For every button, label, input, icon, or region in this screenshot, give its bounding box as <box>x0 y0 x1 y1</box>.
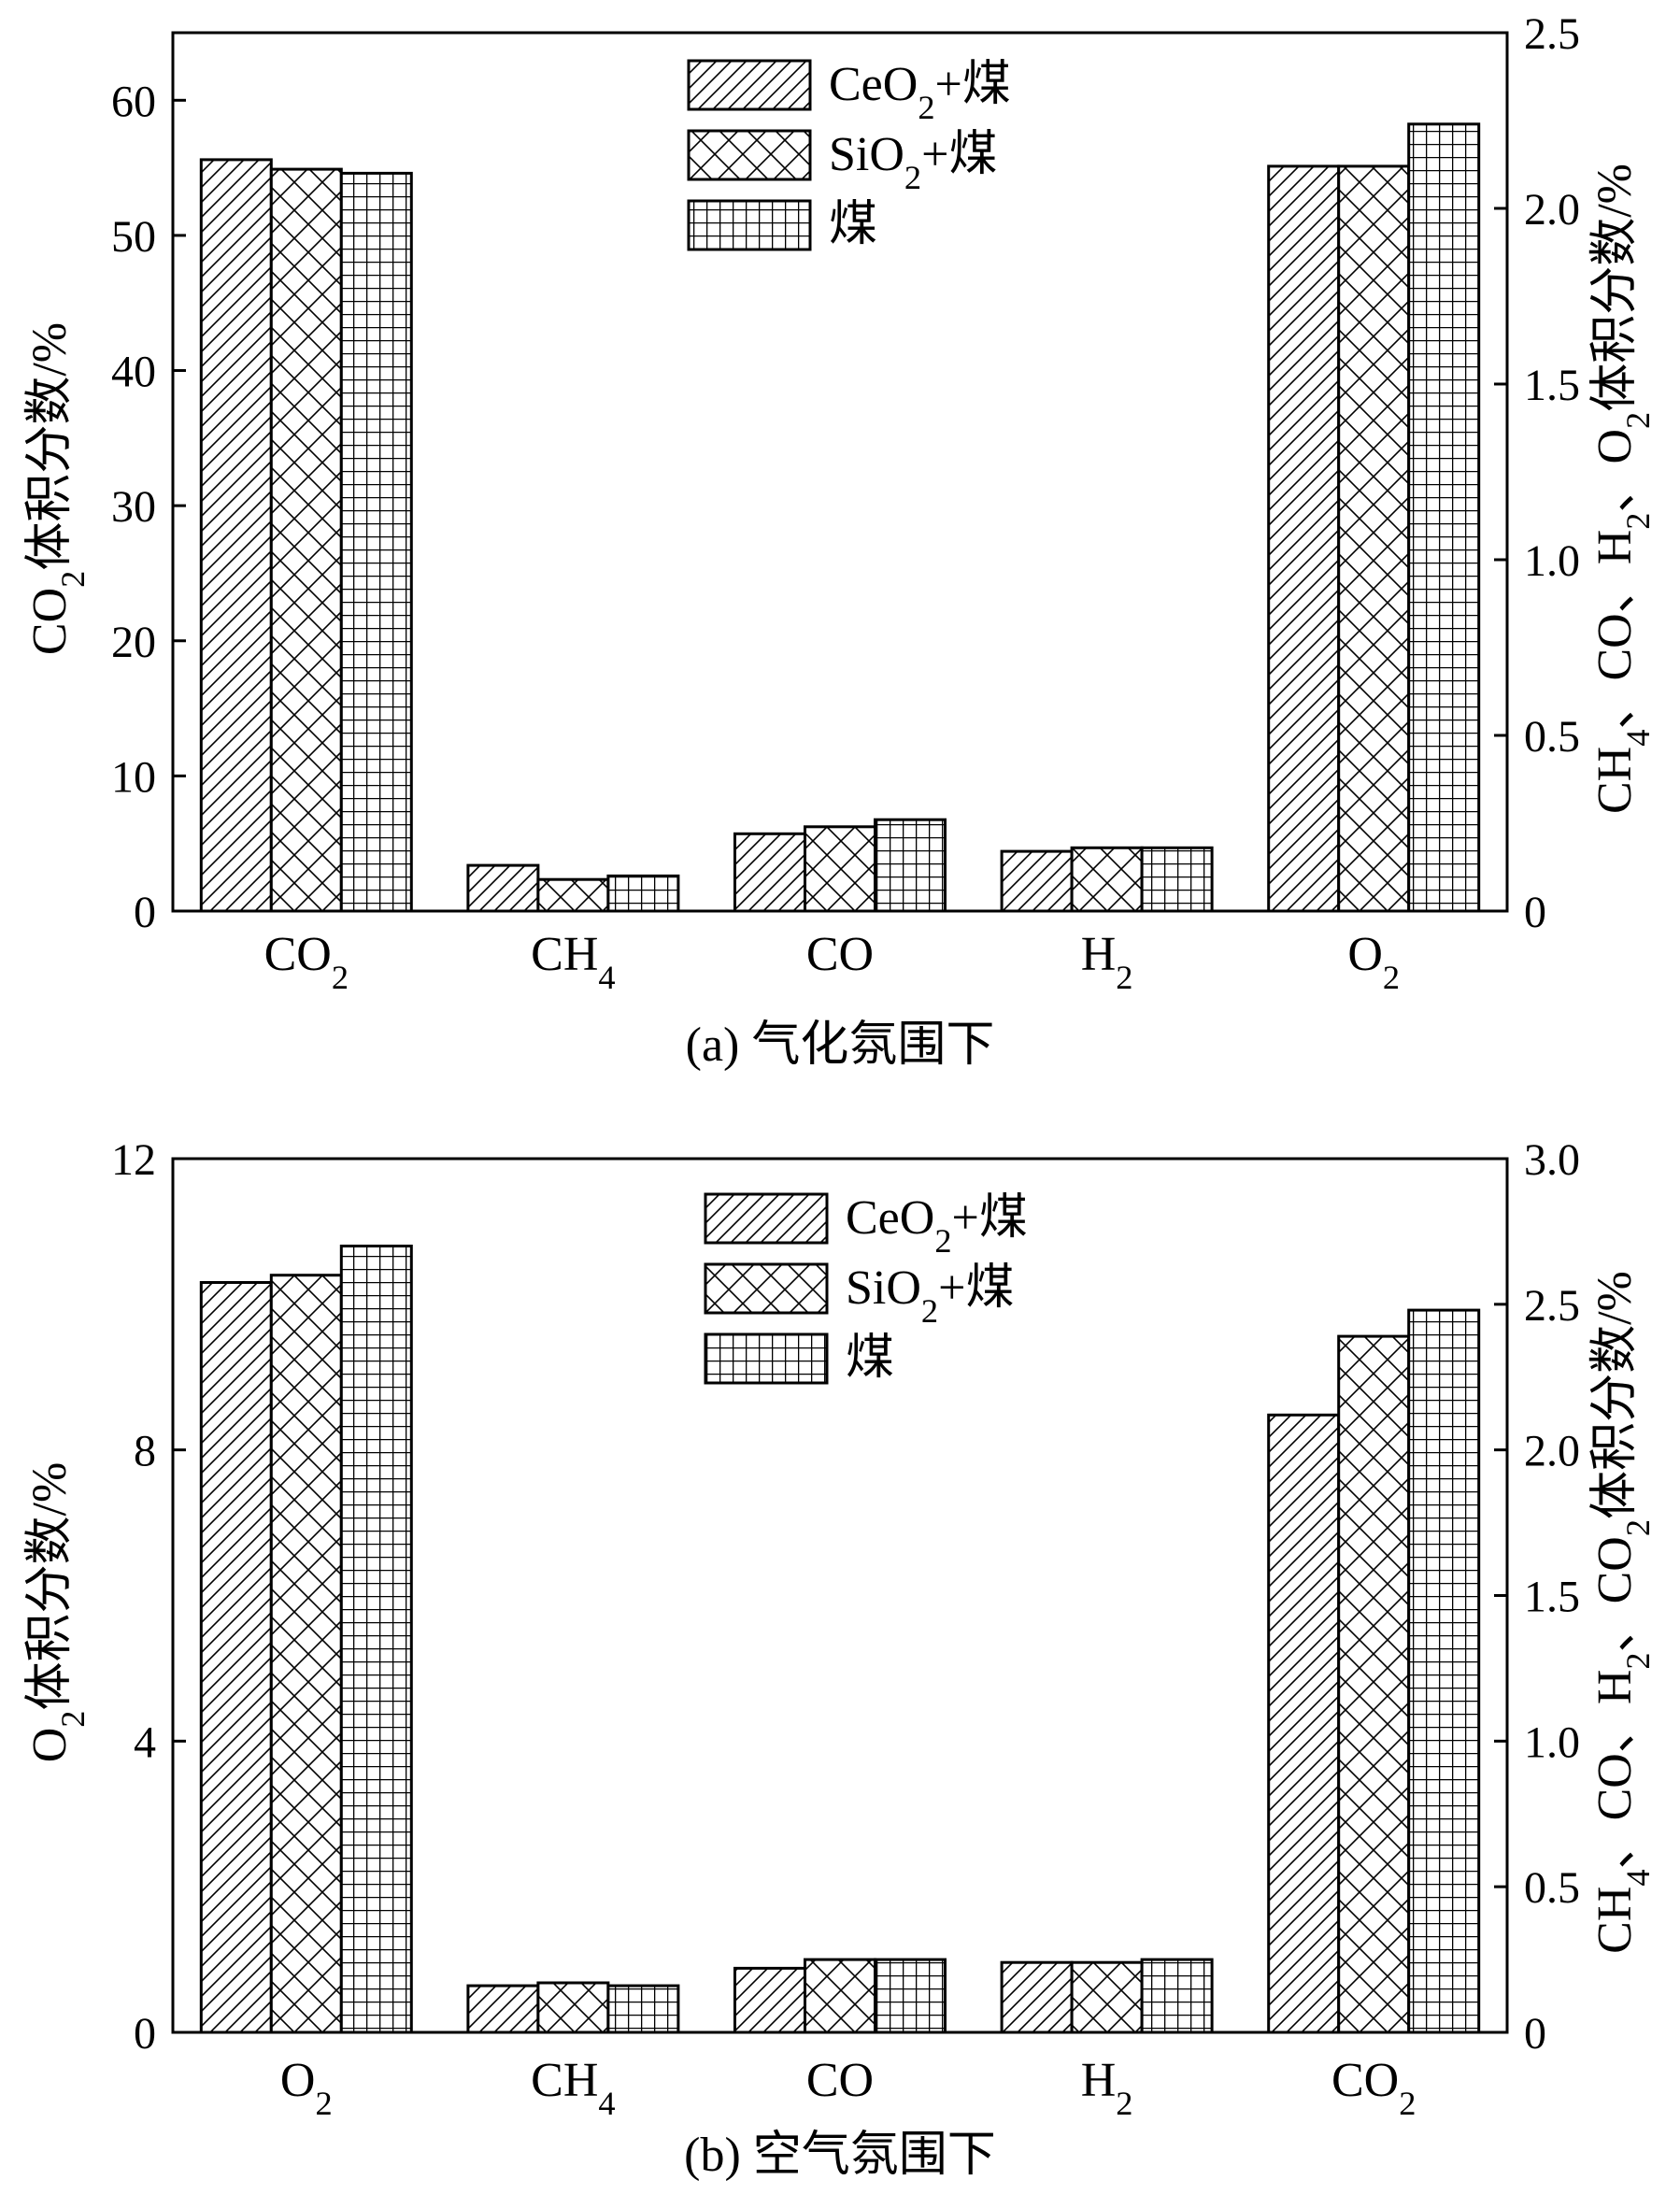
left-axis-label-a: CO2体积分数/% <box>23 322 92 655</box>
right-tick-label-a-2: 1.0 <box>1524 536 1580 586</box>
bar-a-H2-series-2 <box>1140 846 1214 913</box>
plot-frame-a <box>171 31 1509 913</box>
left-tick-label-b-0: 0 <box>134 2009 156 2059</box>
category-label-H2: H2 <box>1081 928 1133 996</box>
category-label-CO: CO <box>806 2054 874 2107</box>
legend-label-b-0: CeO2+煤 <box>846 1191 1028 1260</box>
left-tick-label-a-2: 20 <box>111 618 156 667</box>
bar-a-CH4-series-1 <box>536 877 610 913</box>
bar-a-CO-series-0 <box>733 832 806 913</box>
caption-b: (b) 空气氛围下 <box>684 2129 996 2182</box>
left-tick-label-b-2: 8 <box>134 1427 156 1476</box>
right-tick-label-a-0: 0 <box>1524 888 1546 937</box>
bar-b-CO-series-1 <box>804 1958 876 2034</box>
legend-swatch-b-1 <box>704 1262 829 1315</box>
category-label-H2: H2 <box>1081 2054 1133 2122</box>
chart-a-gasification: CO2 CH4 CO H2 O2 0 10 20 30 40 50 60 0 0.5 1.0 1.5 2.0 2.… <box>23 9 1657 1072</box>
left-tick-label-b-1: 4 <box>134 1717 156 1767</box>
right-tick-label-b-6: 3.0 <box>1524 1135 1580 1185</box>
left-tick-label-a-4: 40 <box>111 348 156 397</box>
bar-a-H2-series-0 <box>1000 849 1074 913</box>
legend-label-a-0: CeO2+煤 <box>829 58 1011 126</box>
legend-swatch-b-0 <box>704 1192 829 1245</box>
bar-a-H2-series-1 <box>1070 846 1144 913</box>
right-tick-label-a-3: 1.5 <box>1524 361 1580 410</box>
bar-b-O2-series-1 <box>269 1274 343 2034</box>
right-tick-label-b-4: 2.0 <box>1524 1427 1580 1476</box>
bar-b-CH4-series-1 <box>536 1981 610 2034</box>
bar-b-CO2-series-2 <box>1407 1308 1481 2034</box>
category-label-CO: CO <box>806 928 874 981</box>
left-tick-label-a-6: 60 <box>111 77 156 126</box>
right-axis-label-b: CH4、CO、H2、CO2体积分数/% <box>1588 1271 1657 1954</box>
bar-b-CO2-series-1 <box>1337 1334 1411 2034</box>
legend-swatch-a-2 <box>687 199 812 251</box>
legend-label-b-2: 煤 <box>846 1332 894 1385</box>
legend-label-b-1: SiO2+煤 <box>846 1261 1014 1330</box>
bar-a-CO-series-2 <box>874 818 947 913</box>
bar-a-CO2-series-2 <box>339 171 413 913</box>
left-tick-label-a-0: 0 <box>134 888 156 937</box>
bar-a-CO-series-1 <box>804 825 876 913</box>
legend-label-a-2: 煤 <box>829 198 877 251</box>
right-tick-label-b-1: 0.5 <box>1524 1863 1580 1913</box>
right-axis-label-a: CH4、CO、H2、O2体积分数/% <box>1588 164 1657 814</box>
bar-b-CO2-series-0 <box>1267 1413 1341 2034</box>
bar-b-CH4-series-2 <box>606 1984 680 2034</box>
left-tick-label-a-3: 30 <box>111 482 156 532</box>
bar-a-O2-series-2 <box>1407 122 1481 913</box>
left-axis-label-b: O2体积分数/% <box>23 1462 92 1763</box>
right-tick-label-a-4: 2.0 <box>1524 185 1580 235</box>
bar-b-H2-series-1 <box>1070 1960 1144 2034</box>
left-tick-label-a-5: 50 <box>111 212 156 262</box>
category-label-CH4: CH4 <box>531 2054 615 2122</box>
legend-swatch-b-2 <box>704 1332 829 1385</box>
right-tick-label-b-5: 2.5 <box>1524 1281 1580 1331</box>
bar-b-CH4-series-0 <box>466 1984 540 2034</box>
legend-swatch-a-1 <box>687 129 812 181</box>
category-label-CH4: CH4 <box>531 928 615 996</box>
bar-a-O2-series-1 <box>1337 164 1411 913</box>
bar-a-CH4-series-0 <box>466 863 540 913</box>
legend-label-a-1: SiO2+煤 <box>829 128 997 196</box>
left-tick-label-a-1: 10 <box>111 752 156 802</box>
category-label-O2: O2 <box>280 2054 333 2122</box>
bar-b-O2-series-2 <box>339 1245 413 2034</box>
bar-b-CO-series-0 <box>733 1966 806 2034</box>
bar-b-O2-series-0 <box>199 1281 273 2034</box>
bar-a-O2-series-0 <box>1267 164 1341 913</box>
category-label-CO2: CO2 <box>264 928 349 996</box>
right-tick-label-b-2: 1.0 <box>1524 1717 1580 1767</box>
category-label-CO2: CO2 <box>1331 2054 1416 2122</box>
right-tick-label-a-1: 0.5 <box>1524 712 1580 762</box>
left-tick-label-b-3: 12 <box>111 1135 156 1185</box>
right-tick-label-a-5: 2.5 <box>1524 9 1580 59</box>
bar-b-H2-series-0 <box>1000 1960 1074 2034</box>
chart-b-air: O2 CH4 CO H2 CO2 0 4 8 12 0 0.5 1.0 1.5 2.0 2.5 3.0 O2体积… <box>23 1135 1657 2182</box>
bar-a-CO2-series-0 <box>199 158 273 913</box>
bar-b-CO-series-2 <box>874 1958 947 2034</box>
caption-a: (a) 气化氛围下 <box>686 1019 995 1072</box>
right-tick-label-b-0: 0 <box>1524 2009 1546 2059</box>
bar-a-CO2-series-1 <box>269 167 343 913</box>
bar-a-CH4-series-2 <box>606 874 680 913</box>
bar-b-H2-series-2 <box>1140 1958 1214 2034</box>
category-label-O2: O2 <box>1347 928 1400 996</box>
legend-swatch-a-0 <box>687 59 812 111</box>
right-tick-label-b-3: 1.5 <box>1524 1573 1580 1622</box>
